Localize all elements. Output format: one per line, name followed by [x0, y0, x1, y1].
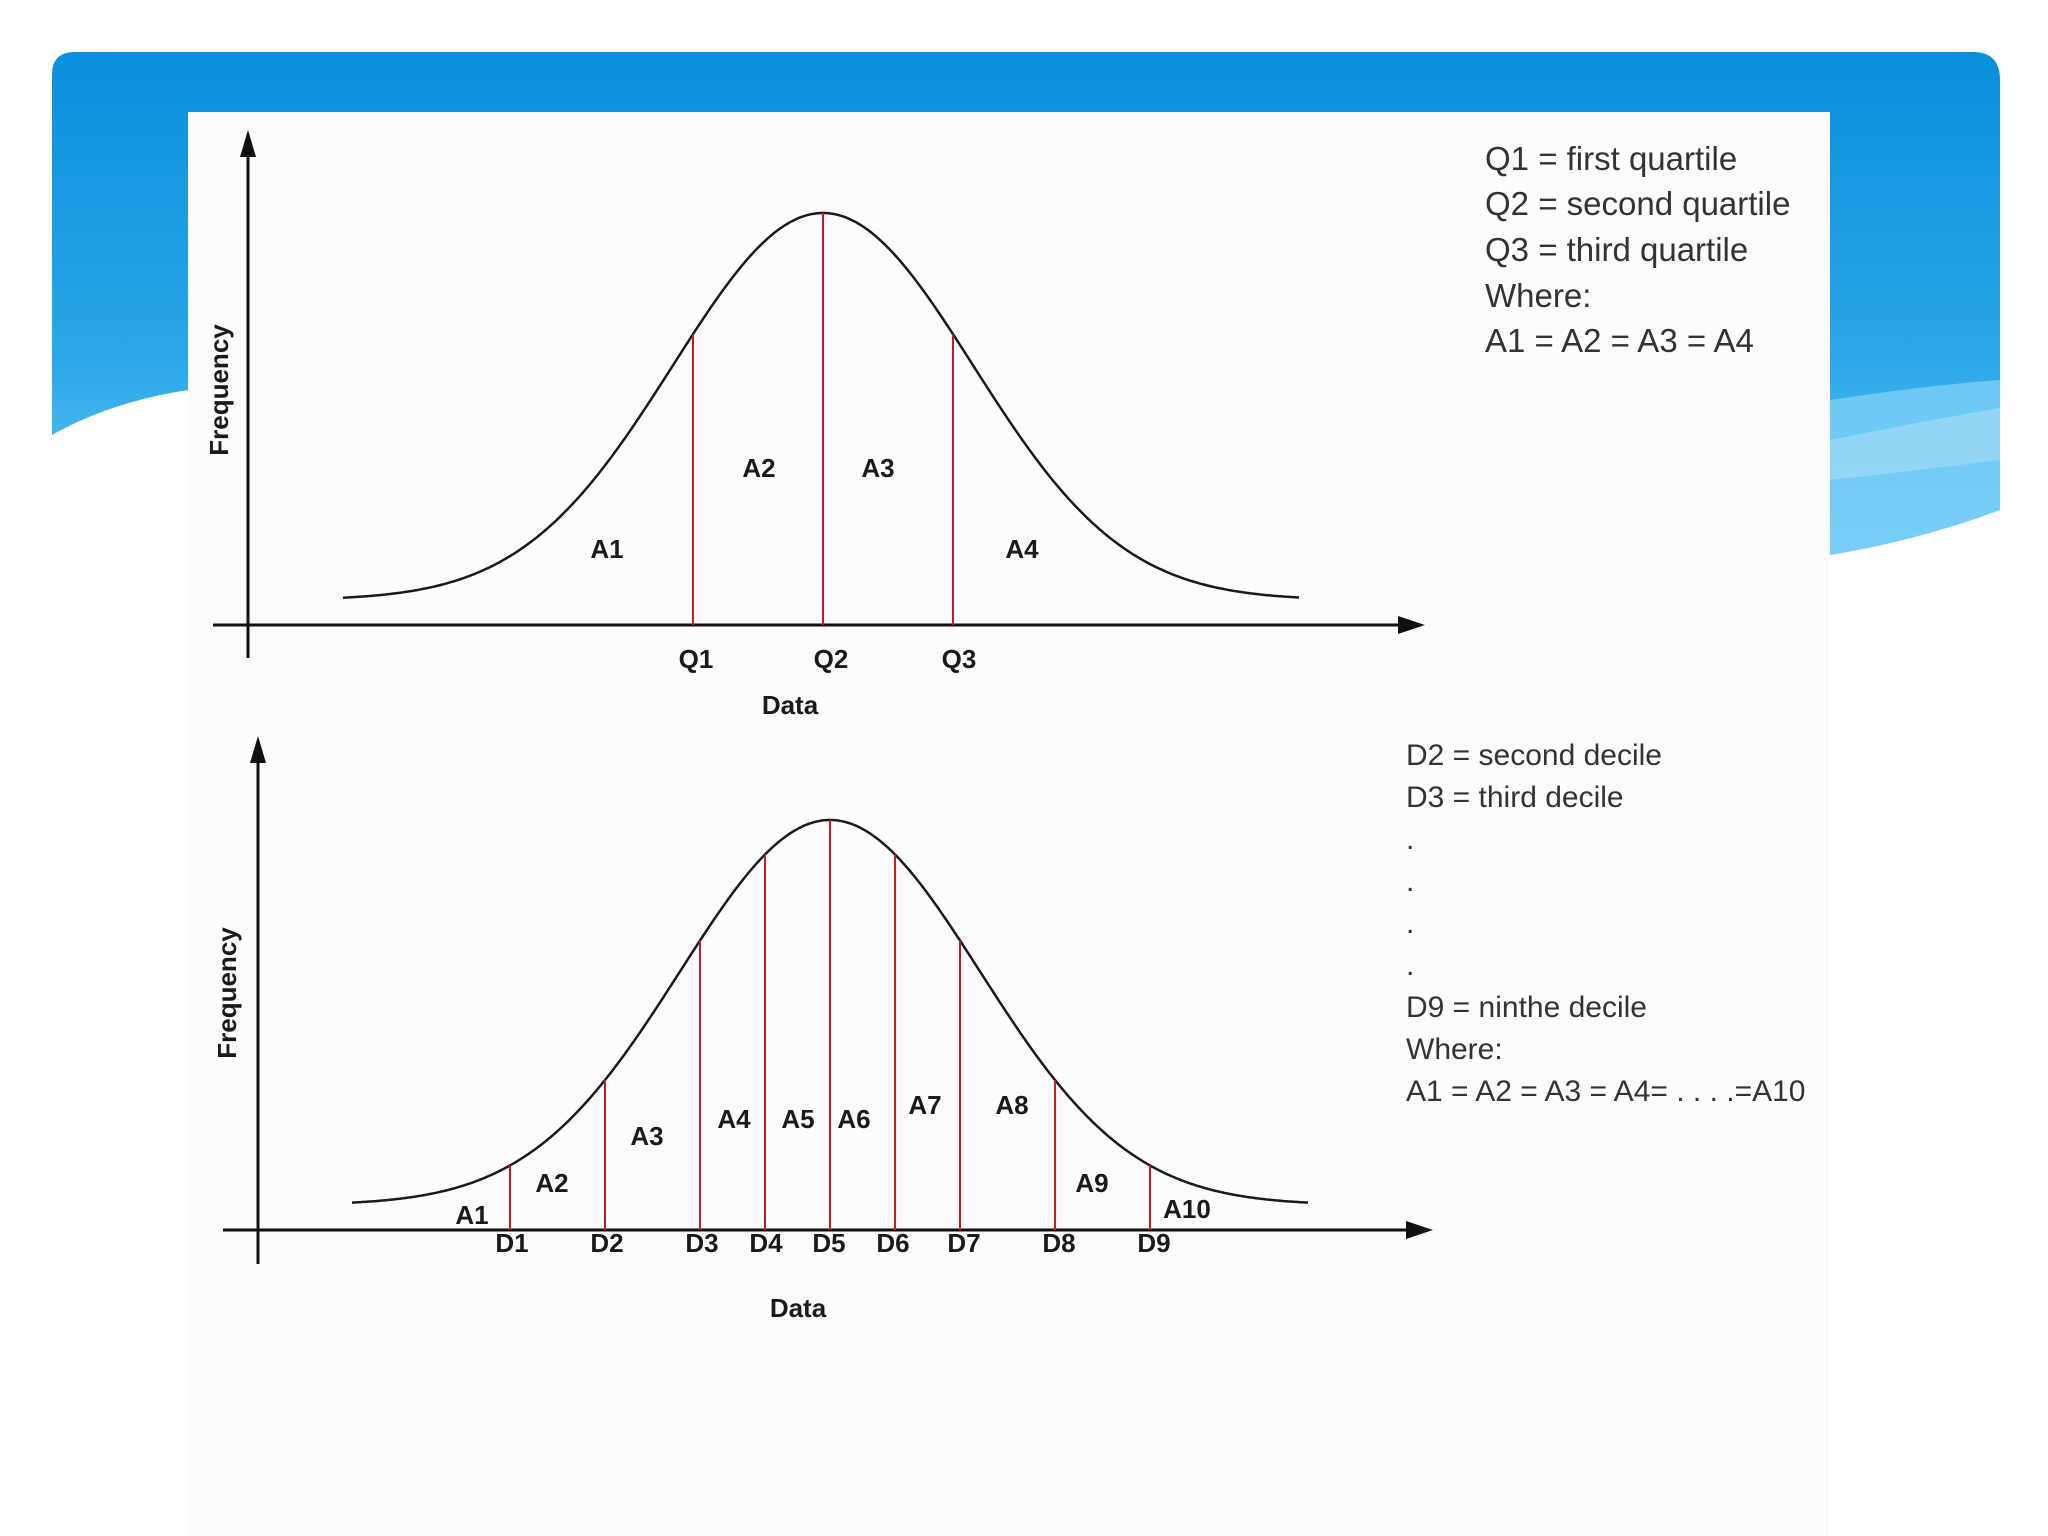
decile-y-axis-label: Frequency	[212, 927, 242, 1059]
quartile-divider-label-q1: Q1	[679, 644, 714, 674]
decile-divider-label-d9: D9	[1137, 1228, 1170, 1258]
decile-legend: D2 = second decile D3 = third decile . .…	[1406, 739, 1805, 1108]
decile-region-label-a9: A9	[1075, 1168, 1108, 1198]
decile-legend-line: D3 = third decile	[1406, 781, 1624, 814]
quartile-legend: Q1 = first quartile Q2 = second quartile…	[1485, 140, 1790, 359]
decile-divider-label-d7: D7	[947, 1228, 980, 1258]
quartile-legend-line: Q1 = first quartile	[1485, 140, 1737, 177]
decile-legend-line: .	[1406, 949, 1414, 982]
content-panel	[188, 112, 1830, 1536]
decile-divider-label-d5: D5	[812, 1228, 845, 1258]
decile-legend-line: A1 = A2 = A3 = A4= . . . .=A10	[1406, 1075, 1805, 1108]
slide-banner	[52, 52, 2000, 555]
quartile-x-axis	[213, 616, 1425, 634]
decile-legend-line: D2 = second decile	[1406, 739, 1662, 772]
quartile-region-label-a3: A3	[861, 453, 894, 483]
quartile-x-axis-label: Data	[762, 690, 819, 720]
decile-divider-label-d8: D8	[1042, 1228, 1075, 1258]
decile-diagram: Frequency Data A1 A2 A3 A4 A5 A6 A7 A8 A…	[212, 736, 1805, 1323]
decile-divider-label-d1: D1	[495, 1228, 528, 1258]
decile-region-label-a2: A2	[535, 1168, 568, 1198]
quartile-divider-label-q2: Q2	[814, 644, 849, 674]
decile-region-label-a5: A5	[781, 1104, 814, 1134]
decile-divider-label-d6: D6	[876, 1228, 909, 1258]
quartile-region-label-a2: A2	[742, 453, 775, 483]
decile-legend-line: D9 = ninthe decile	[1406, 991, 1647, 1024]
quartile-legend-line: Q2 = second quartile	[1485, 185, 1790, 222]
decile-legend-line: Where:	[1406, 1033, 1503, 1066]
quartile-legend-line: A1 = A2 = A3 = A4	[1485, 322, 1754, 359]
quartile-diagram: Frequency Data A1 A2 A3 A4 Q1 Q2 Q3 Q1 =…	[204, 130, 1790, 720]
decile-legend-line: .	[1406, 823, 1414, 856]
quartile-divider-lines	[692, 213, 954, 625]
decile-region-label-a6: A6	[837, 1104, 870, 1134]
decile-region-label-a4: A4	[717, 1104, 751, 1134]
decile-x-axis	[223, 1221, 1433, 1239]
quartile-region-label-a4: A4	[1005, 534, 1039, 564]
decile-region-label-a1: A1	[455, 1200, 488, 1230]
decile-legend-line: .	[1406, 907, 1414, 940]
decile-divider-lines	[509, 820, 1151, 1230]
decile-legend-line: .	[1406, 865, 1414, 898]
decile-region-label-a8: A8	[995, 1090, 1028, 1120]
quartile-y-axis-label: Frequency	[204, 324, 234, 456]
quartile-legend-line: Where:	[1485, 277, 1591, 314]
decile-y-axis	[250, 736, 266, 1264]
decile-divider-label-d2: D2	[590, 1228, 623, 1258]
decile-divider-label-d4: D4	[749, 1228, 783, 1258]
decile-region-label-a7: A7	[908, 1090, 941, 1120]
quartile-divider-label-q3: Q3	[942, 644, 977, 674]
quartile-bell-curve	[342, 211, 1300, 599]
quartile-y-axis	[240, 130, 256, 658]
decile-x-axis-label: Data	[770, 1293, 827, 1323]
quartile-region-label-a1: A1	[590, 534, 623, 564]
quartile-legend-line: Q3 = third quartile	[1485, 231, 1748, 268]
decile-region-label-a10: A10	[1163, 1194, 1211, 1224]
decile-divider-label-d3: D3	[685, 1228, 718, 1258]
decile-region-label-a3: A3	[630, 1121, 663, 1151]
